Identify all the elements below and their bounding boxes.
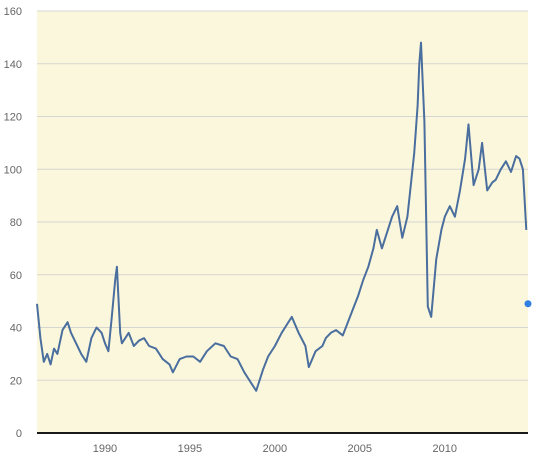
x-tick-label: 2000 <box>263 443 287 455</box>
y-tick-label: 80 <box>10 217 22 229</box>
y-tick-label: 120 <box>4 112 22 124</box>
gridlines <box>37 10 528 381</box>
y-tick-label: 0 <box>16 428 22 440</box>
x-tick-label: 2005 <box>348 443 372 455</box>
x-tick-label: 2010 <box>433 443 457 455</box>
x-axis-tick-labels: 1990 1995 2000 2005 2010 <box>93 443 457 455</box>
y-tick-label: 140 <box>4 59 22 71</box>
y-tick-label: 160 <box>4 6 22 18</box>
x-tick-label: 1990 <box>93 443 117 455</box>
y-axis-tick-labels: 0 20 40 60 80 100 120 140 160 <box>4 6 22 440</box>
series-line <box>36 41 528 392</box>
y-tick-label: 20 <box>10 375 22 387</box>
data-point[interactable] <box>524 300 532 308</box>
y-tick-label: 60 <box>10 270 22 282</box>
series-layer <box>36 41 532 392</box>
y-tick-label: 40 <box>10 323 22 335</box>
y-tick-label: 100 <box>4 164 22 176</box>
x-tick-label: 1995 <box>178 443 202 455</box>
